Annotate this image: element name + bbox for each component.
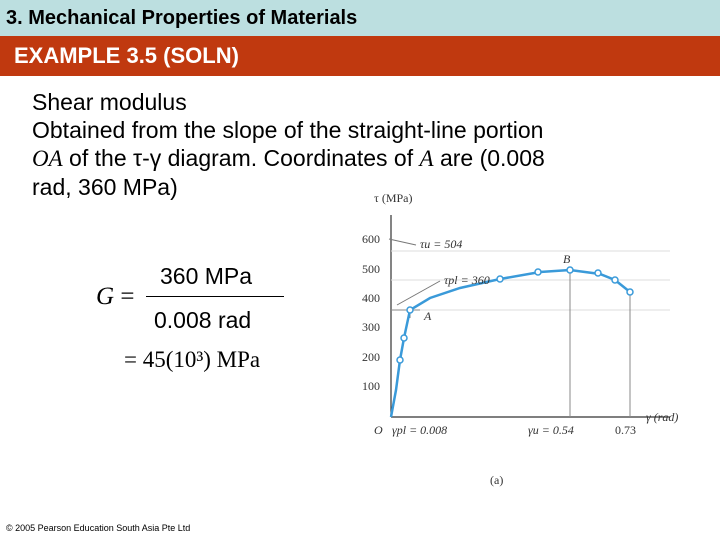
figure-caption: (a) xyxy=(490,473,503,487)
example-title: EXAMPLE 3.5 (SOLN) xyxy=(14,43,239,68)
data-point xyxy=(626,288,634,296)
data-point xyxy=(594,269,602,277)
modulus-symbol: G xyxy=(96,283,115,310)
text-line-3: OA of the τ-γ diagram. Coordinates of A … xyxy=(32,144,672,173)
fraction-bar xyxy=(146,296,284,297)
data-point xyxy=(400,334,408,342)
y-tick-600: 600 xyxy=(362,232,380,246)
text-line-3-mid: of the τ-γ diagram. Coordinates of xyxy=(62,145,420,171)
equation-denominator: 0.008 rad xyxy=(154,307,252,333)
data-point xyxy=(406,306,414,314)
data-point xyxy=(566,266,574,274)
data-point xyxy=(496,275,504,283)
equals-sign: = xyxy=(120,283,135,310)
stress-strain-curve xyxy=(389,268,631,418)
y-tick-200: 200 xyxy=(362,350,380,364)
y-tick-100: 100 xyxy=(362,379,380,393)
gamma-u-label: γu = 0.54 xyxy=(528,423,574,437)
tau-u-leader xyxy=(388,238,417,246)
data-points xyxy=(396,266,634,364)
text-line-3-end: are (0.008 xyxy=(433,145,545,171)
point-a-ref: A xyxy=(419,146,434,171)
segment-oa: OA xyxy=(32,146,63,171)
explanation-text: Shear modulus Obtained from the slope of… xyxy=(32,88,672,201)
x-axis-label: γ (rad) xyxy=(646,410,678,424)
text-line-2: Obtained from the slope of the straight-… xyxy=(32,117,544,143)
y-tick-500: 500 xyxy=(362,262,380,276)
gamma-pl-label: γpl = 0.008 xyxy=(392,423,447,437)
data-point xyxy=(396,356,404,364)
origin-label: O xyxy=(374,423,383,437)
copyright-notice: © 2005 Pearson Education South Asia Pte … xyxy=(6,523,191,533)
y-axis-label: τ (MPa) xyxy=(374,191,412,205)
tau-u-annotation: τu = 504 xyxy=(420,237,462,251)
equation-numerator: 360 MPa xyxy=(160,263,253,289)
text-line-4: rad, 360 MPa) xyxy=(32,174,178,200)
point-a-label: A xyxy=(423,309,432,323)
slide-title: 3. Mechanical Properties of Materials xyxy=(6,7,358,29)
equation-result: = 45(10³) MPa xyxy=(124,347,261,372)
header-bar: 3. Mechanical Properties of Materials xyxy=(0,0,720,36)
tau-pl-annotation: τpl = 360 xyxy=(444,273,490,287)
example-banner: EXAMPLE 3.5 (SOLN) xyxy=(0,36,720,76)
y-tick-400: 400 xyxy=(362,291,380,305)
y-tick-300: 300 xyxy=(362,320,380,334)
gamma-max-label: 0.73 xyxy=(615,423,636,437)
tau-pl-leader xyxy=(396,280,441,306)
text-line-1: Shear modulus xyxy=(32,89,187,115)
equation-lhs: G = xyxy=(96,283,134,311)
point-b-label: B xyxy=(563,252,571,266)
data-point xyxy=(534,268,542,276)
data-point xyxy=(611,276,619,284)
